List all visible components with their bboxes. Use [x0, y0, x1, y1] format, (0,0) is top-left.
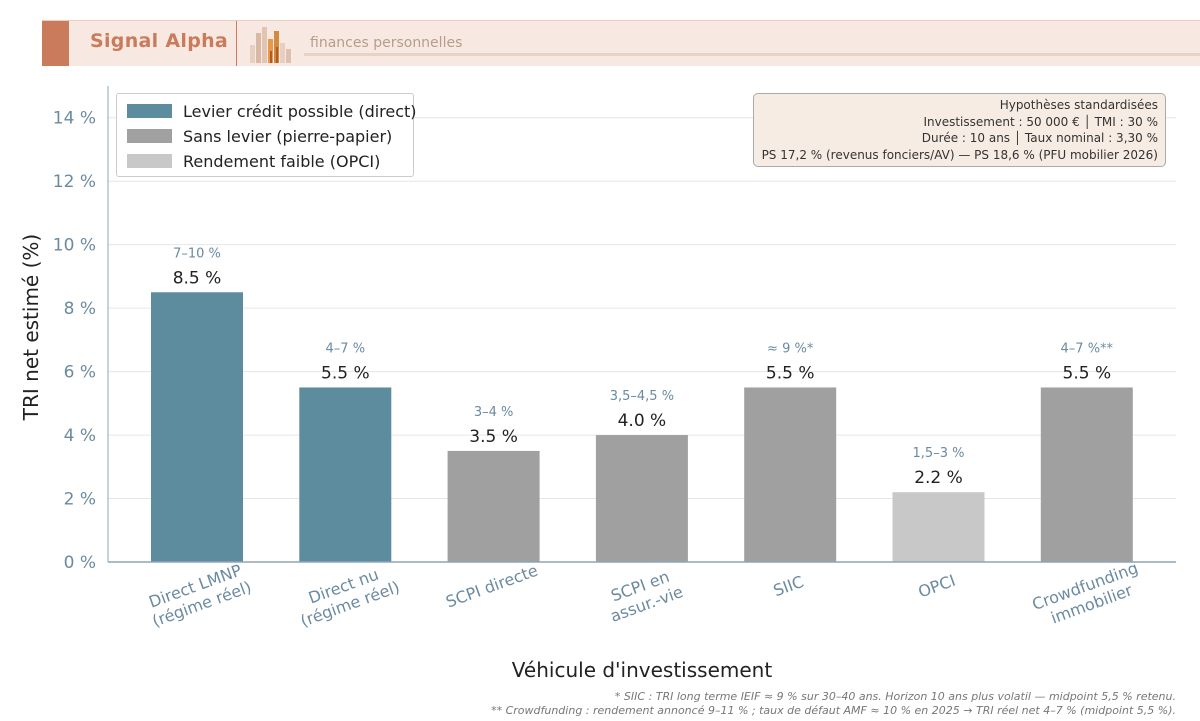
hypotheses-line-3: PS 17,2 % (revenus fonciers/AV) — PS 18,… — [761, 147, 1158, 162]
bar-value-label: 5.5 % — [1063, 363, 1112, 383]
header-banner: Signal Alpha finances personnelles — [42, 20, 1200, 66]
y-tick-label: 12 % — [53, 172, 96, 192]
bar — [595, 435, 688, 562]
tagline: finances personnelles — [310, 35, 463, 51]
footnote-siic: * SIIC : TRI long terme IEIF ≈ 9 % sur 3… — [614, 690, 1176, 703]
y-tick-label: 6 % — [64, 363, 96, 383]
bar-value-label: 4.0 % — [618, 411, 667, 431]
bars — [151, 292, 1133, 562]
bar-range-label: 7–10 % — [173, 246, 221, 261]
x-tick-label: SIIC — [771, 572, 806, 600]
legend-label-sans-levier: Sans levier (pierre-papier) — [183, 126, 393, 146]
y-tick-label: 2 % — [64, 490, 96, 510]
y-tick-label: 4 % — [64, 426, 96, 446]
bar — [1040, 387, 1133, 562]
legend-swatch-rendement-faible — [127, 154, 172, 168]
bar-value-label: 3.5 % — [469, 427, 518, 447]
bar — [892, 492, 985, 562]
bar-range-label: 1,5–3 % — [913, 446, 965, 461]
y-tick-label: 14 % — [53, 109, 96, 129]
legend-item-sans-levier: Sans levier (pierre-papier) — [127, 126, 392, 146]
footnote-crowdfunding: ** Crowdfunding : rendement annoncé 9–11… — [491, 704, 1176, 717]
hypotheses-line-1: Investissement : 50 000 € │ TMI : 30 % — [923, 114, 1158, 129]
x-tick-label: Direct nu(régime réel) — [291, 559, 402, 630]
legend-label-levier: Levier crédit possible (direct) — [183, 101, 417, 121]
y-tick-label: 8 % — [64, 299, 96, 319]
hypotheses-line-2: Durée : 10 ans │ Taux nominal : 3,30 % — [921, 131, 1158, 145]
bar-labels: 8.5 % 7–10 % 5.5 % 4–7 % 3.5 % 3–4 % 4.0 % 3,5–… — [173, 246, 1114, 488]
bar-value-label: 8.5 % — [173, 268, 222, 288]
bar-value-label: 5.5 % — [321, 363, 370, 383]
skyline-logo-icon — [250, 27, 291, 63]
legend-swatch-sans-levier — [127, 129, 172, 143]
y-tick-label: 0 % — [64, 553, 96, 573]
legend: Levier crédit possible (direct) Sans lev… — [116, 93, 417, 177]
bar-range-label: ≈ 9 %* — [767, 341, 814, 356]
x-tick-label: SCPI directe — [443, 561, 540, 612]
bar-range-label: 3,5–4,5 % — [610, 389, 674, 404]
y-tick-label: 10 % — [53, 236, 96, 256]
banner-rule — [304, 53, 1200, 56]
banner-accent — [42, 21, 69, 66]
x-tick-label: Crowdfundingimmobilier — [1030, 558, 1148, 632]
bar — [299, 387, 392, 562]
x-axis-title: Véhicule d'investissement — [512, 658, 773, 682]
bar — [744, 387, 837, 562]
bar-value-label: 2.2 % — [914, 468, 963, 488]
y-axis-title: TRI net estimé (%) — [19, 234, 43, 421]
bar-range-label: 4–7 % — [326, 341, 366, 356]
bar-range-label: 3–4 % — [474, 405, 514, 420]
hypotheses-title: Hypothèses standardisées — [999, 98, 1158, 112]
bar-value-label: 5.5 % — [766, 363, 815, 383]
x-tick-label: OPCI — [916, 571, 958, 602]
x-tick-label: Direct LMNP(régime réel) — [143, 559, 254, 630]
legend-item-levier: Levier crédit possible (direct) — [127, 101, 417, 121]
x-tick-label: SCPI enassur.-vie — [601, 564, 685, 626]
legend-swatch-levier — [127, 104, 172, 118]
bar-range-label: 4–7 %** — [1061, 341, 1114, 356]
banner-divider — [236, 21, 237, 66]
legend-label-rendement-faible: Rendement faible (OPCI) — [183, 151, 381, 171]
bar — [151, 292, 243, 562]
bar — [447, 450, 540, 562]
hypotheses-box: Hypothèses standardisées Investissement … — [753, 93, 1166, 167]
brand-name: Signal Alpha — [90, 30, 229, 52]
legend-item-rendement-faible: Rendement faible (OPCI) — [127, 151, 380, 171]
